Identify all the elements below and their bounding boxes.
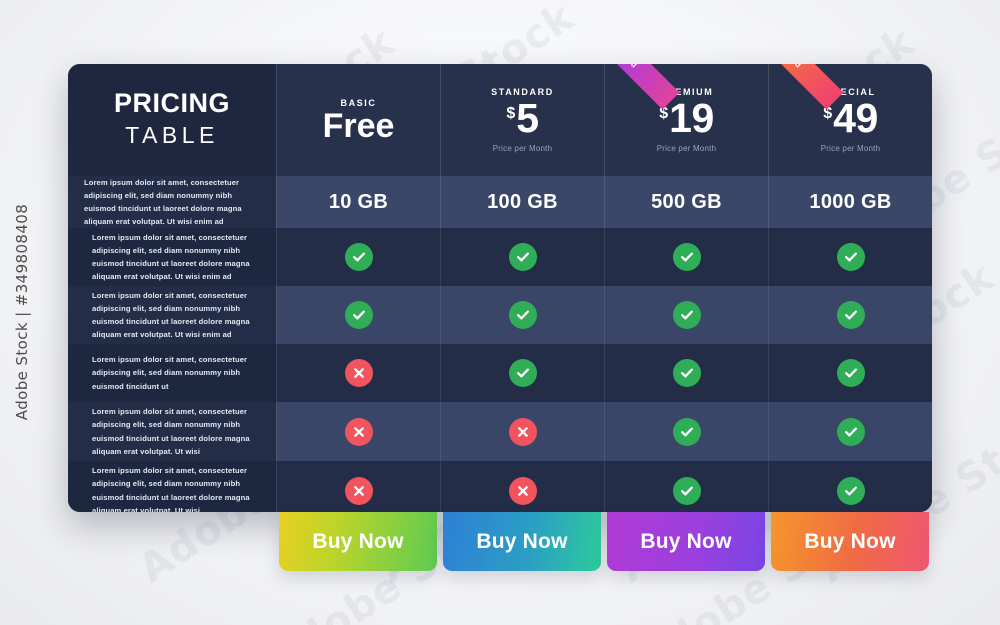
table-row: Lorem ipsum dolor sit amet, consectetuer…: [68, 344, 932, 402]
feature-value-cell: [604, 344, 768, 402]
storage-row: Lorem ipsum dolor sit amet, consectetuer…: [68, 176, 932, 228]
cross-icon: [344, 417, 373, 446]
feature-description: Lorem ipsum dolor sit amet, consectetuer…: [92, 407, 250, 456]
feature-value-cell: [276, 286, 440, 344]
cta-spacer: [68, 512, 276, 571]
check-icon: [508, 359, 537, 387]
feature-value-cell: [276, 461, 440, 512]
feature-value-cell: [768, 461, 932, 512]
storage-description-cell: Lorem ipsum dolor sit amet, consectetuer…: [68, 176, 276, 228]
plan-price-row: $49: [823, 98, 878, 139]
buy-now-button-premium[interactable]: Buy Now: [607, 512, 765, 571]
check-icon: [508, 301, 537, 329]
plan-name: BASIC: [340, 97, 377, 108]
feature-rows: Lorem ipsum dolor sit amet, consectetuer…: [68, 228, 932, 512]
price-period: Price per Month: [820, 144, 881, 153]
check-icon: [836, 359, 865, 387]
feature-value-cell: [276, 228, 440, 286]
page-title: PRICING: [113, 87, 230, 118]
page-subtitle: TABLE: [125, 122, 219, 149]
check-icon: [672, 243, 701, 271]
feature-value-cell: [604, 402, 768, 461]
check-icon: [344, 243, 373, 271]
feature-value-cell: [440, 402, 604, 461]
plan-price-row: Free: [323, 109, 395, 143]
feature-value-cell: [440, 286, 604, 344]
table-title-cell: PRICING TABLE: [68, 64, 276, 176]
check-icon: [672, 417, 701, 446]
check-icon: [836, 301, 865, 329]
feature-description: Lorem ipsum dolor sit amet, consectetuer…: [92, 466, 250, 512]
pricing-table-wrapper: PRICING TABLE BASIC Free STANDARD $5 Price p…: [68, 64, 932, 512]
currency-symbol: $: [823, 105, 833, 122]
check-icon: [836, 476, 865, 505]
plan-price: 49: [833, 95, 878, 141]
storage-value-special: 1000 GB: [768, 176, 932, 228]
feature-value-cell: [276, 402, 440, 461]
feature-value-cell: [768, 402, 932, 461]
feature-description-cell: Lorem ipsum dolor sit amet, consectetuer…: [68, 402, 276, 461]
feature-value-cell: [604, 461, 768, 512]
table-row: Lorem ipsum dolor sit amet, consectetuer…: [68, 461, 932, 512]
storage-value-basic: 10 GB: [276, 176, 440, 228]
check-icon: [836, 417, 865, 446]
table-row: Lorem ipsum dolor sit amet, consectetuer…: [68, 286, 932, 344]
feature-value-cell: [604, 286, 768, 344]
check-icon: [672, 359, 701, 387]
feature-value-cell: [440, 344, 604, 402]
cross-icon: [344, 359, 373, 387]
feature-description-cell: Lorem ipsum dolor sit amet, consectetuer…: [68, 286, 276, 344]
check-icon: [344, 301, 373, 329]
cross-icon: [508, 417, 537, 446]
feature-value-cell: [440, 461, 604, 512]
feature-description-cell: Lorem ipsum dolor sit amet, consectetuer…: [68, 461, 276, 512]
buy-now-button-standard[interactable]: Buy Now: [443, 512, 601, 571]
buy-now-button-basic[interactable]: Buy Now: [279, 512, 437, 571]
check-icon: [672, 476, 701, 505]
buy-now-button-special[interactable]: Buy Now: [771, 512, 929, 571]
feature-description: Lorem ipsum dolor sit amet, consectetuer…: [92, 290, 250, 340]
plan-price-row: $19: [659, 98, 714, 139]
storage-value-standard: 100 GB: [440, 176, 604, 228]
check-icon: [508, 243, 537, 271]
plan-price-row: $5: [506, 95, 539, 141]
feature-description: Lorem ipsum dolor sit amet, consectetuer…: [92, 355, 248, 391]
plan-price: 5: [516, 95, 539, 141]
feature-description-cell: Lorem ipsum dolor sit amet, consectetuer…: [68, 344, 276, 402]
plan-price: 19: [669, 95, 714, 141]
price-period: Price per Month: [656, 144, 717, 153]
table-row: Lorem ipsum dolor sit amet, consectetuer…: [68, 402, 932, 461]
storage-value-premium: 500 GB: [604, 176, 768, 228]
plan-name: SPECIAL: [825, 87, 876, 97]
feature-description: Lorem ipsum dolor sit amet, consectetuer…: [92, 232, 250, 282]
price-period: Price per Month: [492, 144, 553, 153]
storage-description: Lorem ipsum dolor sit amet, consectetuer…: [84, 177, 242, 227]
stock-credit-watermark: Adobe Stock | #349808408: [13, 203, 31, 421]
feature-description-cell: Lorem ipsum dolor sit amet, consectetuer…: [68, 228, 276, 286]
currency-symbol: $: [659, 105, 669, 122]
plan-header-standard: STANDARD $5 Price per Month: [440, 64, 604, 176]
cross-icon: [508, 476, 537, 505]
feature-value-cell: [440, 228, 604, 286]
pricing-table: PRICING TABLE BASIC Free STANDARD $5 Price p…: [68, 64, 932, 512]
feature-value-cell: [768, 286, 932, 344]
feature-value-cell: [276, 344, 440, 402]
table-row: Lorem ipsum dolor sit amet, consectetuer…: [68, 228, 932, 286]
feature-value-cell: [768, 228, 932, 286]
feature-value-cell: [768, 344, 932, 402]
plan-name: STANDARD: [491, 87, 554, 97]
plan-price: Free: [322, 106, 395, 145]
table-header-row: PRICING TABLE BASIC Free STANDARD $5 Price p…: [68, 64, 932, 176]
plan-header-basic: BASIC Free: [276, 64, 440, 176]
cta-button-row: Buy Now Buy Now Buy Now Buy Now: [68, 512, 932, 571]
feature-value-cell: [604, 228, 768, 286]
plan-name: PREMIUM: [659, 87, 714, 97]
check-icon: [672, 301, 701, 329]
cross-icon: [344, 476, 373, 505]
check-icon: [836, 243, 865, 271]
currency-symbol: $: [506, 105, 516, 122]
